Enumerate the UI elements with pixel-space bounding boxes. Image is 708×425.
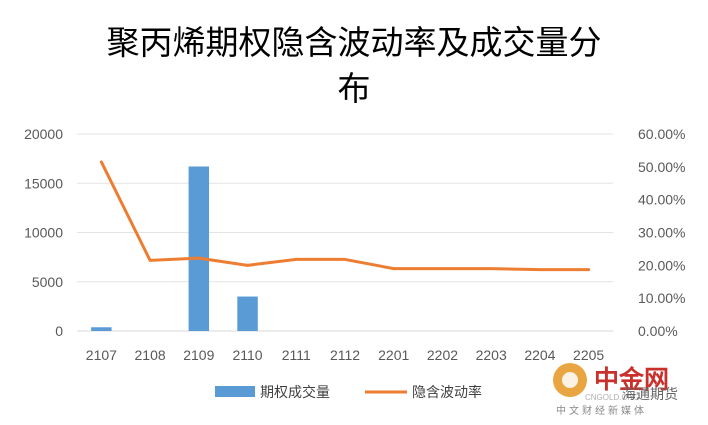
x-axis-tick-label: 2201	[378, 347, 409, 363]
x-axis-tick-label: 2112	[330, 347, 360, 363]
right-axis-tick-labels: 0.00% 10.00% 20.00% 30.00% 40.00% 50.00% 60.00…	[638, 126, 685, 339]
watermark-brand: 中金网	[594, 365, 669, 394]
legend: 期权成交量 隐含波动率	[215, 384, 482, 401]
right-axis-tick-label: 10.00%	[638, 290, 685, 306]
chart-title-line-2: 布	[338, 69, 371, 108]
gridlines	[77, 133, 613, 332]
watermark-tagline: 中文财经新媒体	[556, 404, 647, 417]
x-axis-tick-label: 2109	[183, 347, 214, 363]
right-axis-tick-label: 0.00%	[638, 323, 678, 339]
x-axis-tick-label: 2107	[86, 347, 117, 363]
left-axis-tick-label: 0	[55, 323, 63, 339]
left-axis-tick-labels: 0 5000 10000 15000 20000	[24, 126, 63, 339]
watermark-logo-inner-icon	[562, 372, 578, 388]
left-axis-tick-label: 10000	[24, 225, 63, 241]
bar	[237, 296, 258, 331]
line-path	[99, 160, 591, 272]
right-axis-tick-label: 30.00%	[638, 225, 685, 241]
left-axis-tick-label: 20000	[24, 126, 63, 142]
x-axis-tick-label: 2202	[427, 347, 458, 363]
x-axis-tick-label: 2110	[232, 347, 262, 363]
left-axis-tick-label: 5000	[32, 274, 63, 290]
legend-label-bar: 期权成交量	[260, 384, 330, 401]
watermark-url: CNGOLD.ORG	[585, 393, 640, 402]
x-axis-tick-label: 2203	[476, 347, 507, 363]
x-axis-tick-labels: 2107 2108 2109 2110 2111 2112 2201 2202 2203 2204…	[86, 347, 605, 363]
x-axis-tick-label: 2204	[524, 347, 555, 363]
right-axis-tick-label: 50.00%	[638, 159, 685, 175]
x-axis-tick-label: 2108	[135, 347, 166, 363]
watermark-institution: 海通期货	[622, 386, 678, 403]
chart-title-line-1: 聚丙烯期权隐含波动率及成交量分	[107, 23, 602, 62]
right-axis-tick-label: 60.00%	[638, 126, 685, 142]
bar	[91, 327, 112, 331]
line-series	[99, 160, 591, 272]
legend-swatch-bar	[215, 386, 255, 397]
bar	[188, 166, 210, 331]
watermark: 中金网 CNGOLD.ORG 海通期货 中文财经新媒体	[553, 363, 678, 417]
right-axis-tick-label: 40.00%	[638, 192, 685, 208]
x-axis-tick-label: 2205	[573, 347, 604, 363]
left-axis-tick-label: 15000	[24, 175, 63, 191]
right-axis-tick-label: 20.00%	[638, 257, 685, 273]
legend-label-line: 隐含波动率	[412, 384, 482, 401]
x-axis-tick-label: 2111	[282, 347, 311, 363]
bar-series	[91, 166, 258, 331]
